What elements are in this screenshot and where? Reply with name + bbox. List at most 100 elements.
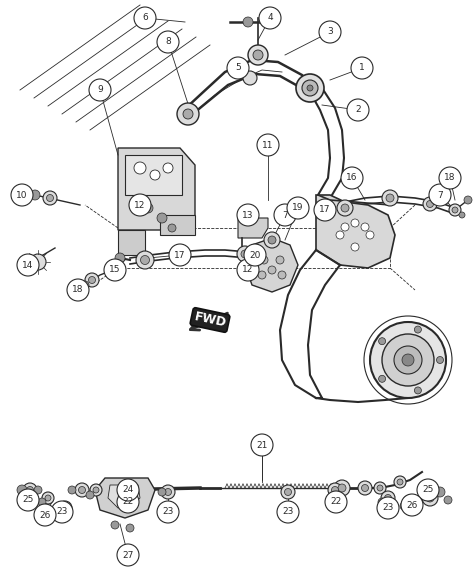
Polygon shape (245, 238, 298, 292)
Circle shape (79, 486, 85, 493)
Text: 13: 13 (242, 210, 254, 220)
Text: 25: 25 (422, 485, 434, 494)
Circle shape (287, 197, 309, 219)
Circle shape (150, 170, 160, 180)
Circle shape (268, 236, 276, 244)
Circle shape (264, 232, 280, 248)
Text: 1: 1 (359, 63, 365, 72)
Circle shape (386, 194, 394, 202)
Circle shape (257, 134, 279, 156)
Circle shape (30, 254, 46, 270)
Circle shape (274, 204, 296, 226)
Circle shape (439, 167, 461, 189)
Text: 25: 25 (22, 496, 34, 504)
Circle shape (86, 491, 94, 499)
Circle shape (168, 224, 176, 232)
Circle shape (341, 223, 349, 231)
Circle shape (17, 489, 39, 511)
Circle shape (38, 498, 46, 506)
Circle shape (341, 167, 363, 189)
Circle shape (227, 57, 249, 79)
Text: 19: 19 (292, 204, 304, 213)
Circle shape (11, 184, 33, 206)
Circle shape (284, 489, 292, 496)
Circle shape (89, 277, 95, 283)
Circle shape (68, 486, 76, 494)
Circle shape (435, 487, 445, 497)
Circle shape (417, 479, 439, 501)
Circle shape (54, 504, 62, 512)
Text: 7: 7 (282, 210, 288, 220)
Text: 18: 18 (72, 286, 84, 294)
Text: 10: 10 (16, 190, 28, 200)
Polygon shape (160, 215, 195, 235)
Circle shape (426, 494, 434, 502)
Circle shape (351, 243, 359, 251)
Circle shape (93, 487, 99, 493)
Circle shape (400, 502, 408, 510)
Circle shape (362, 485, 368, 492)
Circle shape (163, 163, 173, 173)
Text: 18: 18 (444, 174, 456, 182)
Circle shape (122, 486, 134, 498)
Circle shape (296, 74, 324, 102)
Text: 2: 2 (355, 105, 361, 114)
Circle shape (136, 251, 154, 269)
Circle shape (336, 231, 344, 239)
Circle shape (278, 271, 286, 279)
Circle shape (337, 200, 353, 216)
Text: 23: 23 (162, 508, 173, 516)
Circle shape (17, 485, 27, 495)
Circle shape (379, 375, 386, 382)
Text: 5: 5 (235, 63, 241, 72)
Text: 26: 26 (39, 511, 51, 519)
Circle shape (403, 495, 417, 509)
Circle shape (140, 255, 149, 264)
Circle shape (334, 480, 350, 496)
Circle shape (341, 204, 349, 212)
Circle shape (89, 79, 111, 101)
Text: 16: 16 (346, 174, 358, 182)
Circle shape (85, 273, 99, 287)
Circle shape (459, 212, 465, 218)
Circle shape (258, 271, 266, 279)
Circle shape (134, 162, 146, 174)
Circle shape (259, 7, 281, 29)
Circle shape (277, 501, 299, 523)
Circle shape (449, 204, 461, 216)
Text: 21: 21 (256, 440, 268, 450)
Circle shape (379, 338, 386, 344)
Circle shape (302, 80, 318, 96)
Circle shape (281, 485, 295, 499)
Circle shape (241, 250, 249, 258)
Circle shape (67, 279, 89, 301)
Circle shape (27, 486, 34, 493)
Circle shape (314, 199, 336, 221)
Circle shape (111, 521, 119, 529)
Circle shape (423, 197, 437, 211)
Circle shape (117, 491, 139, 513)
Text: 26: 26 (406, 500, 418, 509)
Text: 9: 9 (97, 86, 103, 94)
Circle shape (129, 194, 151, 216)
Circle shape (46, 194, 54, 201)
Polygon shape (125, 155, 182, 195)
Polygon shape (108, 485, 140, 508)
Text: 14: 14 (22, 260, 34, 270)
Circle shape (251, 434, 273, 456)
Circle shape (126, 524, 134, 532)
Circle shape (157, 31, 179, 53)
Circle shape (75, 483, 89, 497)
Circle shape (429, 184, 451, 206)
Text: FWD: FWD (193, 310, 227, 329)
Circle shape (243, 71, 257, 85)
Circle shape (81, 281, 89, 289)
Text: 22: 22 (122, 497, 134, 507)
Text: 12: 12 (242, 266, 254, 274)
Circle shape (276, 256, 284, 264)
Circle shape (158, 488, 166, 496)
Circle shape (248, 45, 268, 65)
Text: 15: 15 (109, 266, 121, 274)
Text: 17: 17 (319, 205, 331, 214)
Text: 7: 7 (437, 190, 443, 200)
